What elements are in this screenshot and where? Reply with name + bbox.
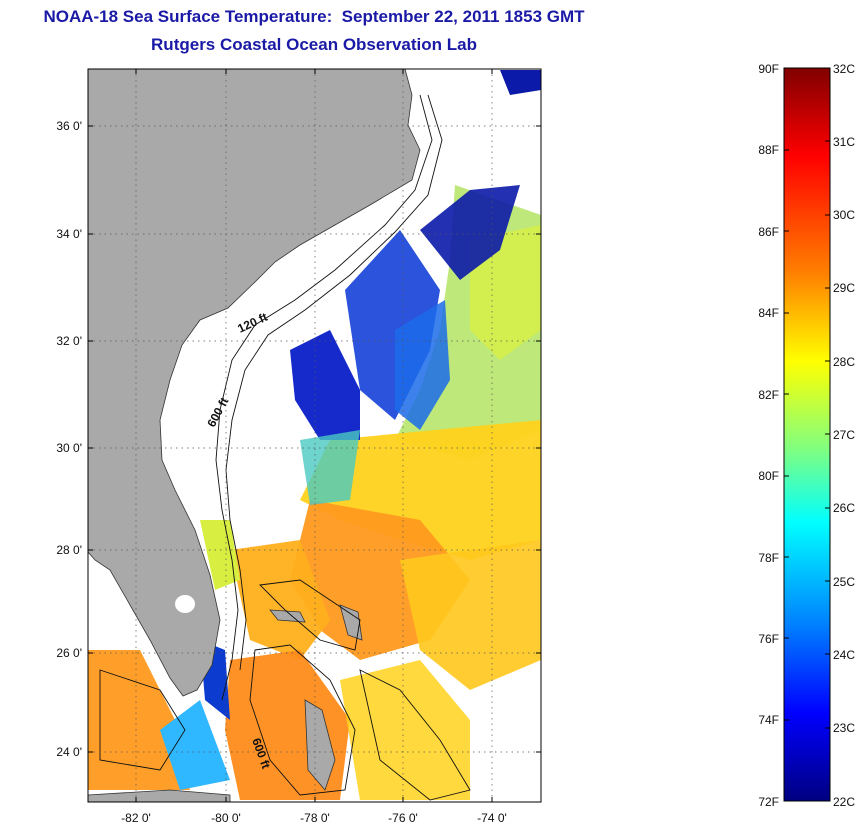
- colorbar-c-label: 22C: [833, 795, 855, 809]
- colorbar-f-label: 84F: [758, 306, 779, 320]
- colorbar-c-label: 25C: [833, 575, 855, 589]
- lake-okeechobee: [175, 595, 195, 613]
- map-title: NOAA-18 Sea Surface Temperature: Septemb…: [43, 7, 585, 26]
- axis-ticks: [88, 69, 541, 802]
- lon-label: -80 0': [211, 811, 241, 825]
- colorbar-c-label: 30C: [833, 208, 855, 222]
- colorbar-c-label: 32C: [833, 62, 855, 76]
- bathymetry-contours: [99, 94, 471, 801]
- lat-label: 28 0': [56, 543, 82, 557]
- mainland-landmass: [88, 69, 421, 697]
- colorbar-f-label: 76F: [758, 632, 779, 646]
- abaco-island: [339, 604, 363, 641]
- colorbar-c-label: 27C: [833, 428, 855, 442]
- colorbar-f-label: 90F: [758, 62, 779, 76]
- lon-label: -82 0': [121, 811, 151, 825]
- colorbar-f-label: 82F: [758, 388, 779, 402]
- lat-label: 36 0': [56, 119, 82, 133]
- lat-label: 26 0': [56, 646, 82, 660]
- lat-label: 32 0': [56, 334, 82, 348]
- cuba-landmass: [88, 789, 231, 802]
- lon-label: -74 0': [477, 811, 507, 825]
- colorbar-ticks: [784, 140, 830, 729]
- graticule: [88, 69, 541, 802]
- colorbar-f-label: 80F: [758, 469, 779, 483]
- lat-label: 24 0': [56, 745, 82, 759]
- lat-label: 34 0': [56, 227, 82, 241]
- colorbar-c-label: 28C: [833, 355, 855, 369]
- colorbar-f-label: 78F: [758, 551, 779, 565]
- colorbar-c-label: 29C: [833, 281, 855, 295]
- colorbar-c-label: 26C: [833, 501, 855, 515]
- colorbar: [783, 67, 831, 802]
- colorbar-f-label: 74F: [758, 713, 779, 727]
- sst-data-layer: [88, 70, 541, 800]
- lat-label: 30 0': [56, 441, 82, 455]
- colorbar-f-label: 86F: [758, 225, 779, 239]
- colorbar-f-label: 88F: [758, 143, 779, 157]
- colorbar-f-label: 72F: [758, 795, 779, 809]
- lon-label: -78 0': [300, 811, 330, 825]
- map-subtitle: Rutgers Coastal Ocean Observation Lab: [151, 35, 477, 54]
- andros-island: [304, 699, 336, 791]
- grand-bahama-island: [269, 609, 306, 623]
- colorbar-c-label: 31C: [833, 135, 855, 149]
- colorbar-c-label: 23C: [833, 721, 855, 735]
- lon-label: -76 0': [388, 811, 418, 825]
- colorbar-c-label: 24C: [833, 648, 855, 662]
